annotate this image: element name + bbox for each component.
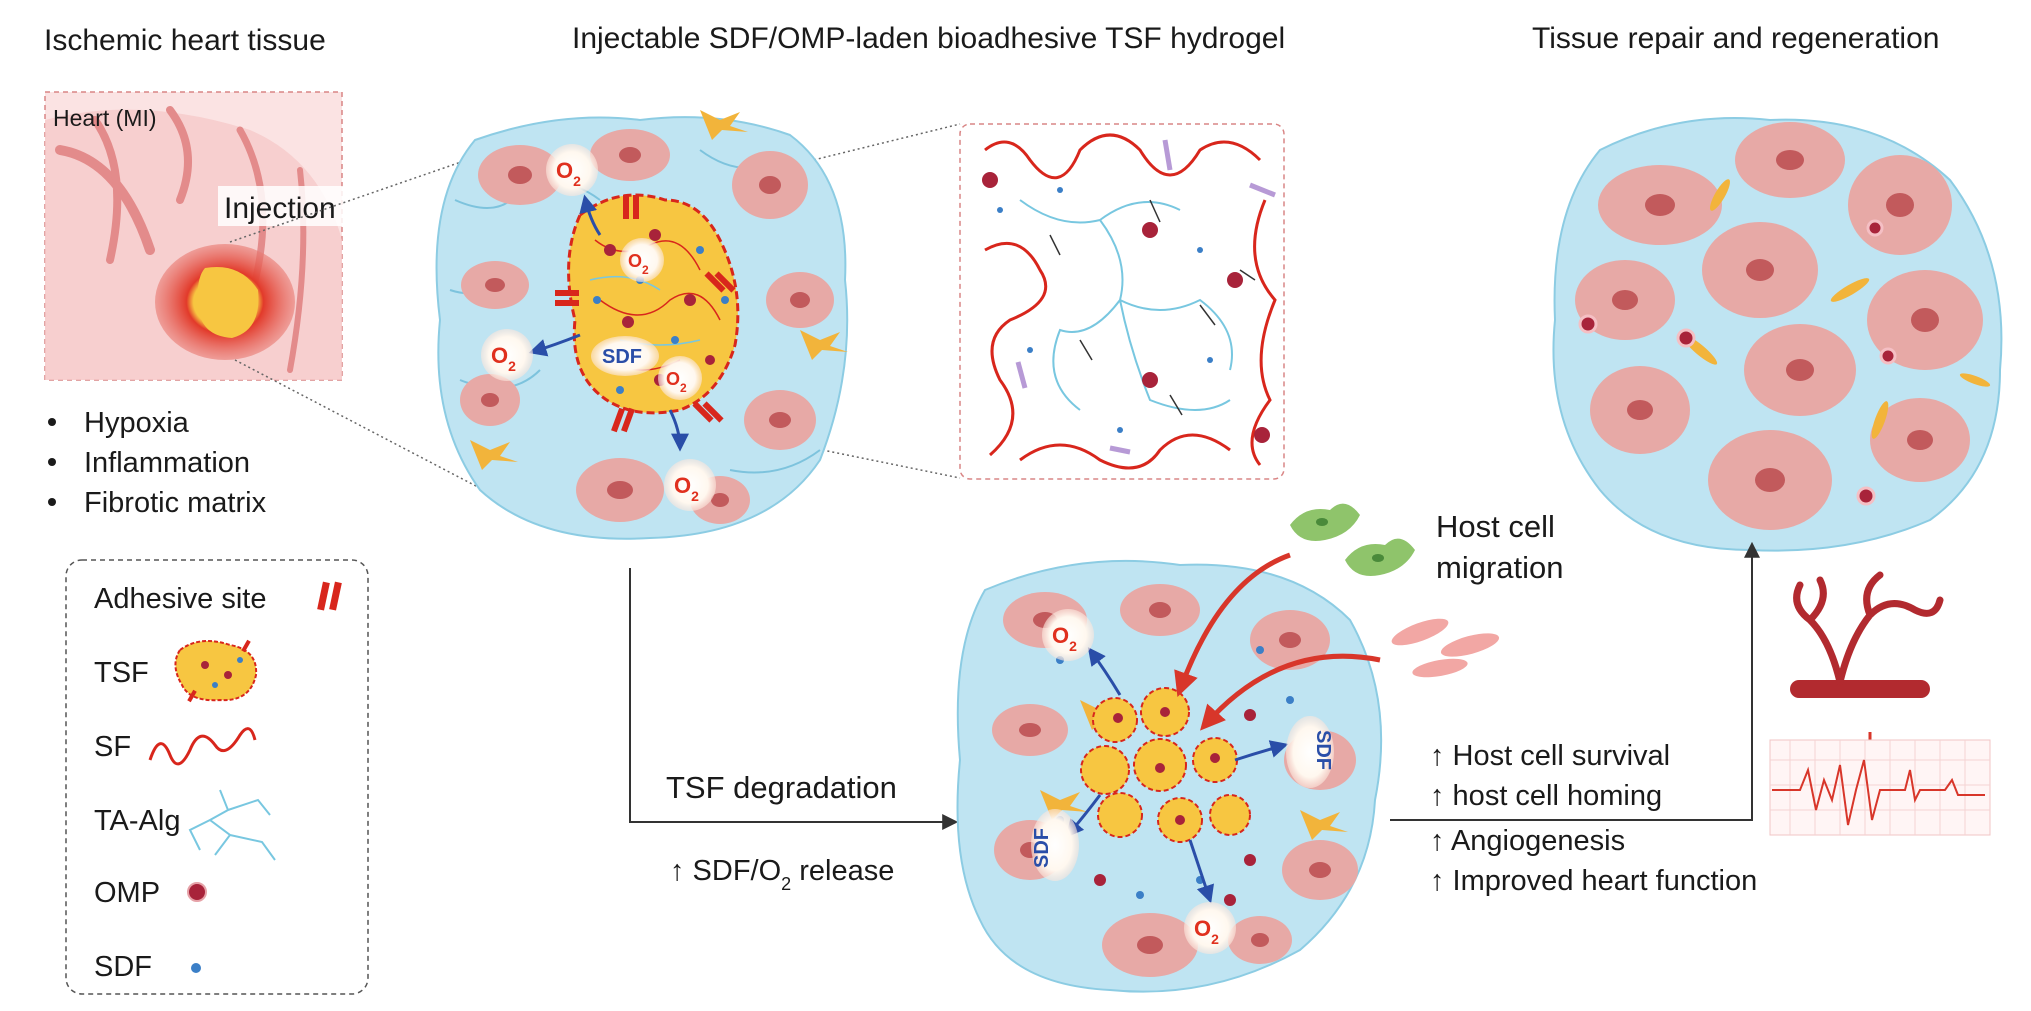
o2-bubble: O2 (1042, 609, 1094, 661)
sdf-icon (191, 963, 201, 973)
o2-bubble: O2 (1184, 902, 1236, 954)
svg-text:O2: O2 (556, 158, 581, 189)
svg-text:SDF: SDF (1312, 730, 1334, 770)
title-middle: Injectable SDF/OMP-laden bioadhesive TSF… (572, 22, 1285, 55)
svg-text:SDF: SDF (602, 346, 642, 368)
hydrogel-network-zoom (959, 123, 1285, 480)
legend-label: OMP (94, 877, 160, 909)
outcome-item: ↑ Host cell survival (1430, 740, 1670, 772)
host-cells (1290, 503, 1500, 678)
svg-text:O2: O2 (628, 251, 649, 277)
sdf-bubble: SDF (1286, 716, 1334, 788)
degradation-label: TSF degradation (666, 770, 897, 805)
outcome-item: ↑ host cell homing (1430, 780, 1662, 812)
host-label-line2: migration (1436, 550, 1564, 585)
svg-text:O2: O2 (1052, 623, 1077, 654)
title-right: Tissue repair and regeneration (1532, 22, 1939, 55)
adhesive-site-icon (317, 581, 342, 611)
sdf-bubble: SDF (1031, 809, 1079, 881)
outcomes-list: ↑ Host cell survival ↑ host cell homing … (1430, 740, 1757, 897)
condition-item: Inflammation (84, 447, 250, 479)
legend-label: Adhesive site (94, 583, 267, 615)
ta-alg-icon (188, 789, 276, 861)
degrading-tissue: O2 O2 SDF SDF (956, 559, 1383, 993)
injected-tissue: O2 O2 O2 O2 O2 SDF (435, 110, 849, 540)
svg-text:O2: O2 (491, 343, 516, 374)
o2-bubble: O2 (664, 459, 716, 511)
migration-arrow (1174, 552, 1291, 698)
condition-item: Hypoxia (84, 407, 190, 439)
legend-box: Adhesive site TSF SF TA-Alg OMP SDF (65, 559, 369, 995)
title-left: Ischemic heart tissue (44, 24, 326, 57)
heart-label: Heart (MI) (53, 105, 157, 131)
heart-panel: Heart (MI) Injection (44, 91, 352, 381)
host-label-line1: Host cell (1436, 509, 1555, 544)
legend-label: TA-Alg (94, 805, 180, 837)
svg-text:O2: O2 (666, 369, 687, 395)
tsf-icon (174, 639, 258, 703)
legend-label: TSF (94, 657, 149, 689)
sf-icon (148, 727, 257, 766)
legend-label: SDF (94, 951, 152, 983)
svg-text:O2: O2 (674, 473, 699, 504)
outcome-item: ↑ Angiogenesis (1430, 825, 1625, 857)
condition-item: Fibrotic matrix (84, 487, 267, 519)
o2-bubble: O2 (546, 144, 598, 196)
omp-icon (187, 882, 207, 902)
o2-bubble: O2 (620, 238, 664, 282)
conditions-list: Hypoxia Inflammation Fibrotic matrix (48, 407, 267, 519)
o2-bubble: O2 (658, 356, 702, 400)
ecg-trace-icon (1769, 739, 1991, 836)
legend-label: SF (94, 731, 131, 763)
sdf-bubble: SDF (591, 336, 659, 376)
zoom-line (229, 151, 491, 243)
regenerated-tissue (1552, 117, 2003, 552)
o2-bubble: O2 (481, 329, 533, 381)
zoom-line (699, 424, 961, 479)
injection-label: Injection (224, 192, 336, 225)
outcome-item: ↑ Improved heart function (1430, 865, 1757, 897)
flow-arrow-degradation (629, 568, 959, 830)
migration-arrow (1200, 653, 1381, 731)
svg-text:SDF: SDF (1031, 828, 1053, 868)
release-label: ↑ SDF/O2 release (670, 855, 894, 894)
svg-text:O2: O2 (1194, 916, 1219, 947)
blood-vessel-icon (1790, 571, 1944, 698)
flow-arrow-regeneration (1390, 541, 1760, 821)
